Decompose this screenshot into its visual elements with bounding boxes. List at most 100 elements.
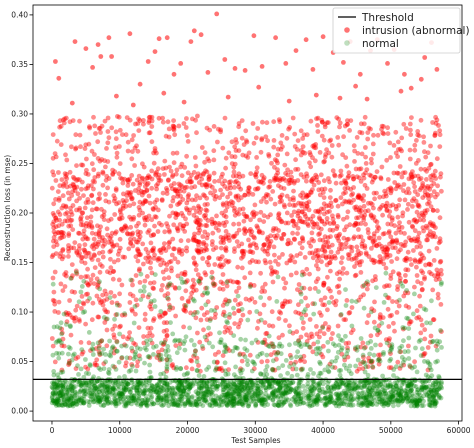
abnormal-point (173, 343, 179, 348)
abnormal-point (256, 229, 262, 235)
abnormal-point (420, 183, 425, 189)
normal-point (381, 351, 386, 357)
abnormal-point (303, 206, 308, 211)
abnormal-point (251, 283, 257, 288)
abnormal-point (205, 299, 211, 305)
abnormal-point (330, 331, 335, 336)
abnormal-point (130, 282, 135, 288)
normal-point (205, 290, 211, 295)
abnormal-point (224, 204, 230, 210)
normal-point (51, 381, 57, 387)
abnormal-point (436, 123, 441, 128)
abnormal-point (266, 153, 272, 159)
abnormal-point (421, 228, 426, 234)
abnormal-point (151, 316, 157, 322)
abnormal-point (398, 184, 403, 190)
abnormal-point (366, 355, 371, 361)
abnormal-point (390, 202, 396, 208)
x-tick-label: 60000 (447, 426, 471, 435)
abnormal-point (119, 215, 125, 221)
abnormal-point (324, 203, 330, 209)
abnormal-point (50, 155, 56, 161)
abnormal-point (166, 177, 171, 183)
abnormal-point (390, 238, 396, 244)
abnormal-point (236, 308, 242, 314)
abnormal-point (235, 302, 241, 307)
abnormal-point (394, 240, 400, 246)
abnormal-point (393, 206, 399, 212)
x-tick-label: 50000 (379, 426, 403, 435)
abnormal-point (320, 302, 326, 308)
abnormal-point (352, 222, 358, 228)
abnormal-point (377, 254, 383, 259)
normal-point (424, 384, 429, 390)
abnormal-point (158, 250, 164, 255)
abnormal-point (194, 215, 200, 221)
normal-point (50, 391, 56, 397)
abnormal-point (160, 115, 166, 121)
abnormal-point (66, 362, 71, 368)
abnormal-point (251, 212, 257, 218)
abnormal-point (100, 249, 106, 255)
abnormal-point (236, 308, 241, 314)
abnormal-point (333, 298, 339, 304)
abnormal-point (196, 363, 201, 368)
normal-point (439, 345, 444, 350)
abnormal-point (74, 303, 80, 309)
abnormal-point (135, 229, 141, 235)
normal-point (123, 386, 129, 392)
abnormal-point (379, 123, 385, 129)
abnormal-point (53, 59, 58, 64)
abnormal-point (50, 252, 56, 258)
abnormal-point (106, 176, 112, 181)
abnormal-point (361, 198, 366, 204)
abnormal-point (420, 212, 426, 218)
abnormal-point (187, 176, 193, 182)
abnormal-point (212, 352, 218, 357)
normal-point (276, 343, 282, 349)
abnormal-point (310, 187, 315, 193)
abnormal-point (93, 346, 99, 351)
abnormal-point (301, 271, 307, 277)
abnormal-point (439, 329, 444, 334)
abnormal-point (407, 147, 413, 153)
abnormal-point (204, 125, 210, 131)
normal-point (326, 369, 332, 375)
abnormal-point (124, 198, 129, 203)
abnormal-point (114, 201, 119, 207)
abnormal-point (192, 261, 197, 266)
abnormal-point (397, 278, 403, 284)
abnormal-point (311, 221, 316, 227)
abnormal-point (428, 204, 434, 210)
normal-point (404, 391, 410, 397)
abnormal-point (210, 230, 216, 236)
normal-point (320, 377, 325, 383)
abnormal-point (153, 204, 158, 210)
abnormal-point (190, 237, 196, 243)
normal-point (414, 401, 419, 407)
abnormal-point (334, 224, 340, 229)
abnormal-point (318, 313, 324, 318)
abnormal-point (321, 282, 326, 288)
normal-point (299, 315, 305, 321)
abnormal-point (308, 164, 314, 170)
abnormal-point (201, 171, 206, 176)
abnormal-point (331, 220, 337, 226)
abnormal-point (254, 223, 260, 229)
abnormal-point (420, 287, 425, 292)
normal-point (109, 400, 114, 406)
abnormal-point (62, 218, 68, 224)
abnormal-point (134, 177, 140, 183)
abnormal-point (208, 190, 213, 196)
abnormal-point (240, 206, 246, 212)
abnormal-point (79, 306, 84, 311)
abnormal-point (251, 241, 257, 247)
abnormal-point (220, 272, 226, 277)
abnormal-point (235, 264, 241, 270)
abnormal-point (240, 250, 245, 256)
normal-point (359, 385, 365, 391)
abnormal-point (416, 259, 421, 265)
abnormal-point (399, 174, 405, 180)
normal-point (122, 374, 127, 379)
abnormal-point (194, 219, 200, 225)
